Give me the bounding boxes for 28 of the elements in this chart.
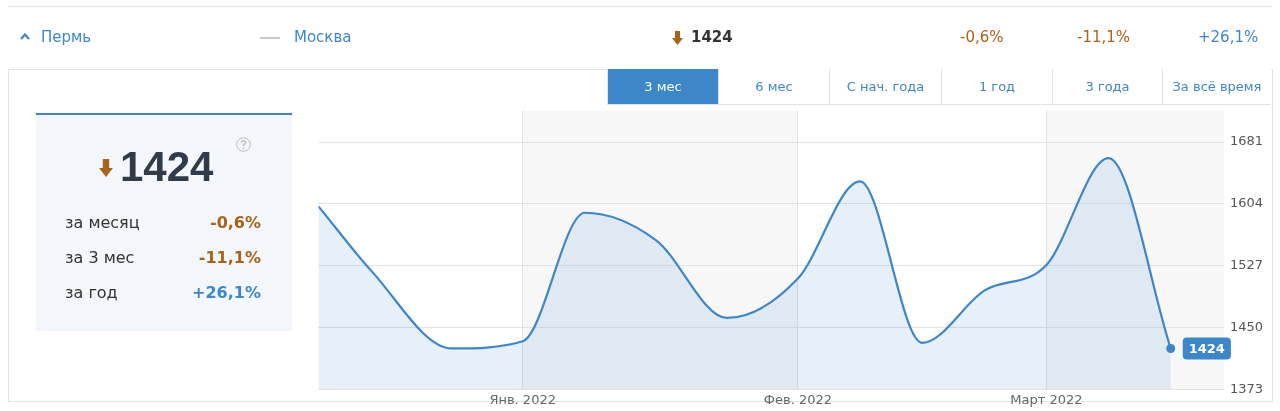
y-tick-label: 1527 [1230, 257, 1264, 273]
text: -11,1% [198, 248, 261, 267]
text: за год [65, 283, 118, 302]
data-label: 1424 [1188, 340, 1225, 356]
text: Москва [294, 28, 352, 46]
text: -0,6% [209, 213, 261, 232]
x-tick-label: Фев. 2022 [763, 391, 832, 407]
text: 1424 [691, 28, 733, 46]
x-tick-label: Янв. 2022 [489, 391, 556, 407]
text: за 3 мес [65, 248, 135, 267]
text: 1 год [941, 69, 1052, 105]
text: +26,1% [1198, 28, 1259, 46]
text: Пермь [41, 28, 92, 46]
y-tick-label: 1604 [1230, 195, 1264, 211]
text: 3 года [1052, 69, 1162, 105]
y-tick-label: 1450 [1230, 318, 1264, 334]
text: 1424 [120, 143, 214, 191]
text: 6 мес [718, 69, 829, 105]
text: За всё время [1162, 69, 1271, 105]
x-tick-label: Март 2022 [1010, 391, 1083, 407]
text: 3 мес [607, 69, 718, 105]
text: С нач. года [829, 69, 941, 105]
text: -0,6% [960, 28, 1004, 46]
text: -11,1% [1077, 28, 1131, 46]
y-tick-label: 1681 [1230, 133, 1264, 149]
text: +26,1% [192, 283, 261, 302]
y-tick-label: 1373 [1230, 380, 1264, 396]
text: за месяц [65, 213, 140, 232]
